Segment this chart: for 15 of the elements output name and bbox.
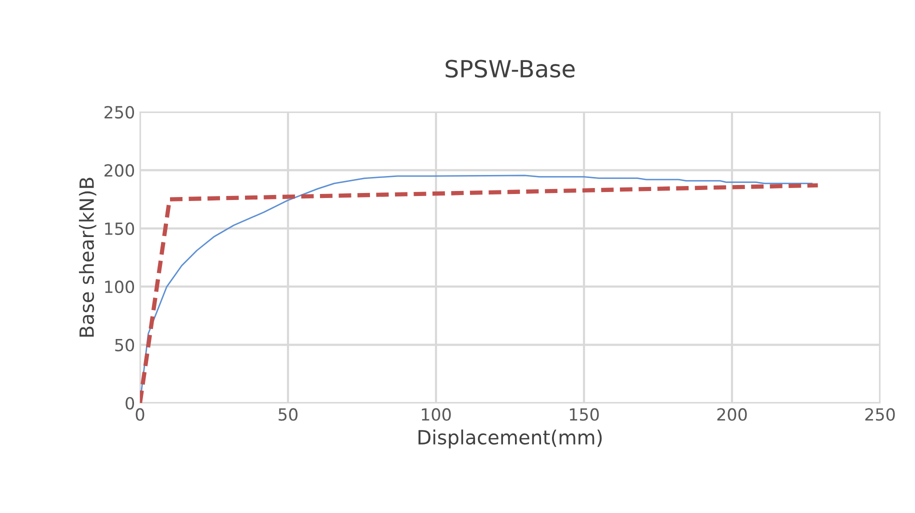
y-tick-label: 250: [104, 106, 134, 119]
x-tick-label: 100: [422, 408, 451, 421]
x-tick-label: 200: [717, 408, 747, 421]
x-tick-label: 150: [570, 408, 599, 421]
y-tick-label: 150: [105, 222, 134, 235]
x-tick-label: 50: [278, 408, 298, 421]
y-axis-title: Base shear(kN)B: [78, 178, 96, 337]
x-axis-title: Displacement(mm): [418, 430, 602, 448]
x-tick-label: 0: [136, 408, 144, 421]
y-tick-label: 0: [126, 396, 134, 410]
y-tick-label: 50: [115, 338, 134, 352]
y-tick-label: 100: [105, 280, 134, 294]
y-tick-label: 200: [104, 164, 134, 177]
x-tick-label: 250: [865, 408, 895, 421]
chart-title: SPSW-Base: [446, 60, 575, 78]
